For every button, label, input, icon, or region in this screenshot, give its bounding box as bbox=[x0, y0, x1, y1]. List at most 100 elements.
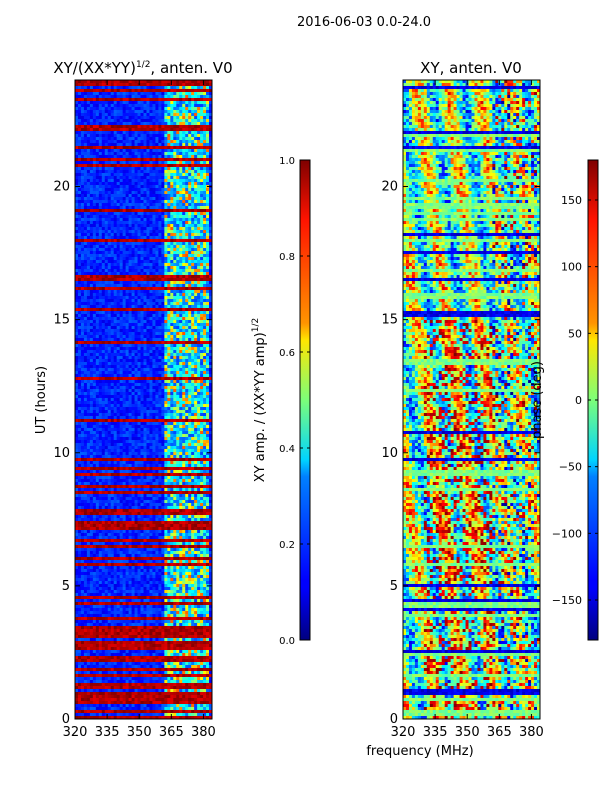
heatmap-cell bbox=[140, 263, 144, 267]
heatmap-cell bbox=[149, 401, 153, 405]
heatmap-cell bbox=[200, 170, 204, 174]
heatmap-cell bbox=[179, 380, 183, 384]
heatmap-cell bbox=[191, 371, 195, 375]
heatmap-cell bbox=[104, 260, 109, 264]
heatmap-cell bbox=[134, 317, 138, 321]
heatmap-cell bbox=[125, 389, 130, 393]
heatmap-cell bbox=[80, 338, 85, 342]
heatmap-cell bbox=[122, 371, 127, 375]
heatmap-cell bbox=[194, 218, 198, 222]
heatmap-cell bbox=[98, 308, 103, 312]
heatmap-cell bbox=[182, 224, 186, 228]
heatmap-cell bbox=[191, 260, 195, 264]
heatmap-cell bbox=[131, 272, 135, 276]
heatmap-cell bbox=[209, 218, 213, 222]
heatmap-cell bbox=[113, 182, 118, 186]
heatmap-cell bbox=[75, 269, 79, 273]
heatmap-cell bbox=[146, 131, 150, 135]
heatmap-cell bbox=[197, 218, 201, 222]
heatmap-cell bbox=[149, 179, 153, 183]
heatmap-cell bbox=[113, 383, 118, 387]
heatmap-cell bbox=[98, 173, 103, 177]
heatmap-cell bbox=[137, 347, 141, 351]
heatmap-cell bbox=[170, 110, 174, 114]
heatmap-cell bbox=[200, 275, 204, 279]
heatmap-cell bbox=[203, 329, 207, 333]
heatmap-cell bbox=[92, 173, 97, 177]
heatmap-cell bbox=[113, 374, 118, 378]
heatmap-cell bbox=[185, 269, 189, 273]
heatmap-cell bbox=[95, 251, 100, 255]
heatmap-cell bbox=[149, 215, 153, 219]
heatmap-cell bbox=[125, 320, 130, 324]
heatmap-cell bbox=[95, 260, 100, 264]
heatmap-cell bbox=[137, 287, 141, 291]
heatmap-cell bbox=[209, 284, 213, 288]
heatmap-cell bbox=[170, 338, 174, 342]
heatmap-cell bbox=[119, 263, 124, 267]
heatmap-cell bbox=[122, 347, 127, 351]
heatmap-cell bbox=[161, 128, 165, 132]
heatmap-cell bbox=[185, 221, 189, 225]
heatmap-cell bbox=[131, 167, 135, 171]
heatmap-cell bbox=[158, 308, 162, 312]
heatmap-cell bbox=[203, 128, 207, 132]
heatmap-cell bbox=[161, 341, 165, 345]
heatmap-cell bbox=[182, 101, 186, 105]
heatmap-cell bbox=[92, 83, 97, 87]
heatmap-cell bbox=[203, 152, 207, 156]
heatmap-cell bbox=[83, 119, 88, 123]
heatmap-cell bbox=[107, 341, 112, 345]
heatmap-cell bbox=[75, 110, 79, 114]
heatmap-cell bbox=[75, 191, 79, 195]
heatmap-cell bbox=[140, 176, 144, 180]
heatmap-cell bbox=[134, 263, 138, 267]
heatmap-cell bbox=[209, 374, 213, 378]
heatmap-cell bbox=[179, 119, 183, 123]
heatmap-cell bbox=[75, 233, 79, 237]
heatmap-cell bbox=[110, 260, 115, 264]
heatmap-cell bbox=[128, 308, 132, 312]
heatmap-cell bbox=[83, 239, 88, 243]
heatmap-cell bbox=[140, 287, 144, 291]
heatmap-cell bbox=[143, 251, 147, 255]
heatmap-cell bbox=[137, 371, 141, 375]
heatmap-cell bbox=[203, 158, 207, 162]
heatmap-cell bbox=[179, 215, 183, 219]
heatmap-cell bbox=[155, 140, 159, 144]
heatmap-cell bbox=[146, 284, 150, 288]
heatmap-cell bbox=[137, 194, 141, 198]
heatmap-cell bbox=[152, 242, 156, 246]
heatmap-cell bbox=[80, 95, 85, 99]
heatmap-cell bbox=[170, 146, 174, 150]
heatmap-cell bbox=[203, 377, 207, 381]
heatmap-cell bbox=[188, 83, 192, 87]
heatmap-cell bbox=[92, 188, 97, 192]
heatmap-cell bbox=[75, 158, 79, 162]
heatmap-cell bbox=[104, 293, 109, 297]
heatmap-cell bbox=[209, 392, 213, 396]
heatmap-cell bbox=[167, 269, 171, 273]
heatmap-cell bbox=[125, 179, 130, 183]
heatmap-cell bbox=[122, 395, 127, 399]
heatmap-cell bbox=[176, 326, 180, 330]
heatmap-cell bbox=[197, 95, 201, 99]
heatmap-cell bbox=[167, 119, 171, 123]
heatmap-cell bbox=[98, 200, 103, 204]
heatmap-cell bbox=[95, 101, 100, 105]
heatmap-cell bbox=[80, 110, 85, 114]
heatmap-cell bbox=[155, 161, 159, 165]
heatmap-cell bbox=[170, 368, 174, 372]
heatmap-cell bbox=[95, 173, 100, 177]
heatmap-cell bbox=[176, 158, 180, 162]
heatmap-cell bbox=[75, 173, 79, 177]
heatmap-cell bbox=[98, 293, 103, 297]
heatmap-cell bbox=[209, 311, 213, 315]
heatmap-cell bbox=[122, 383, 127, 387]
heatmap-cell bbox=[98, 212, 103, 216]
heatmap-cell bbox=[179, 299, 183, 303]
heatmap-cell bbox=[191, 299, 195, 303]
heatmap-cell bbox=[77, 350, 82, 354]
heatmap-cell bbox=[191, 296, 195, 300]
heatmap-cell bbox=[170, 377, 174, 381]
